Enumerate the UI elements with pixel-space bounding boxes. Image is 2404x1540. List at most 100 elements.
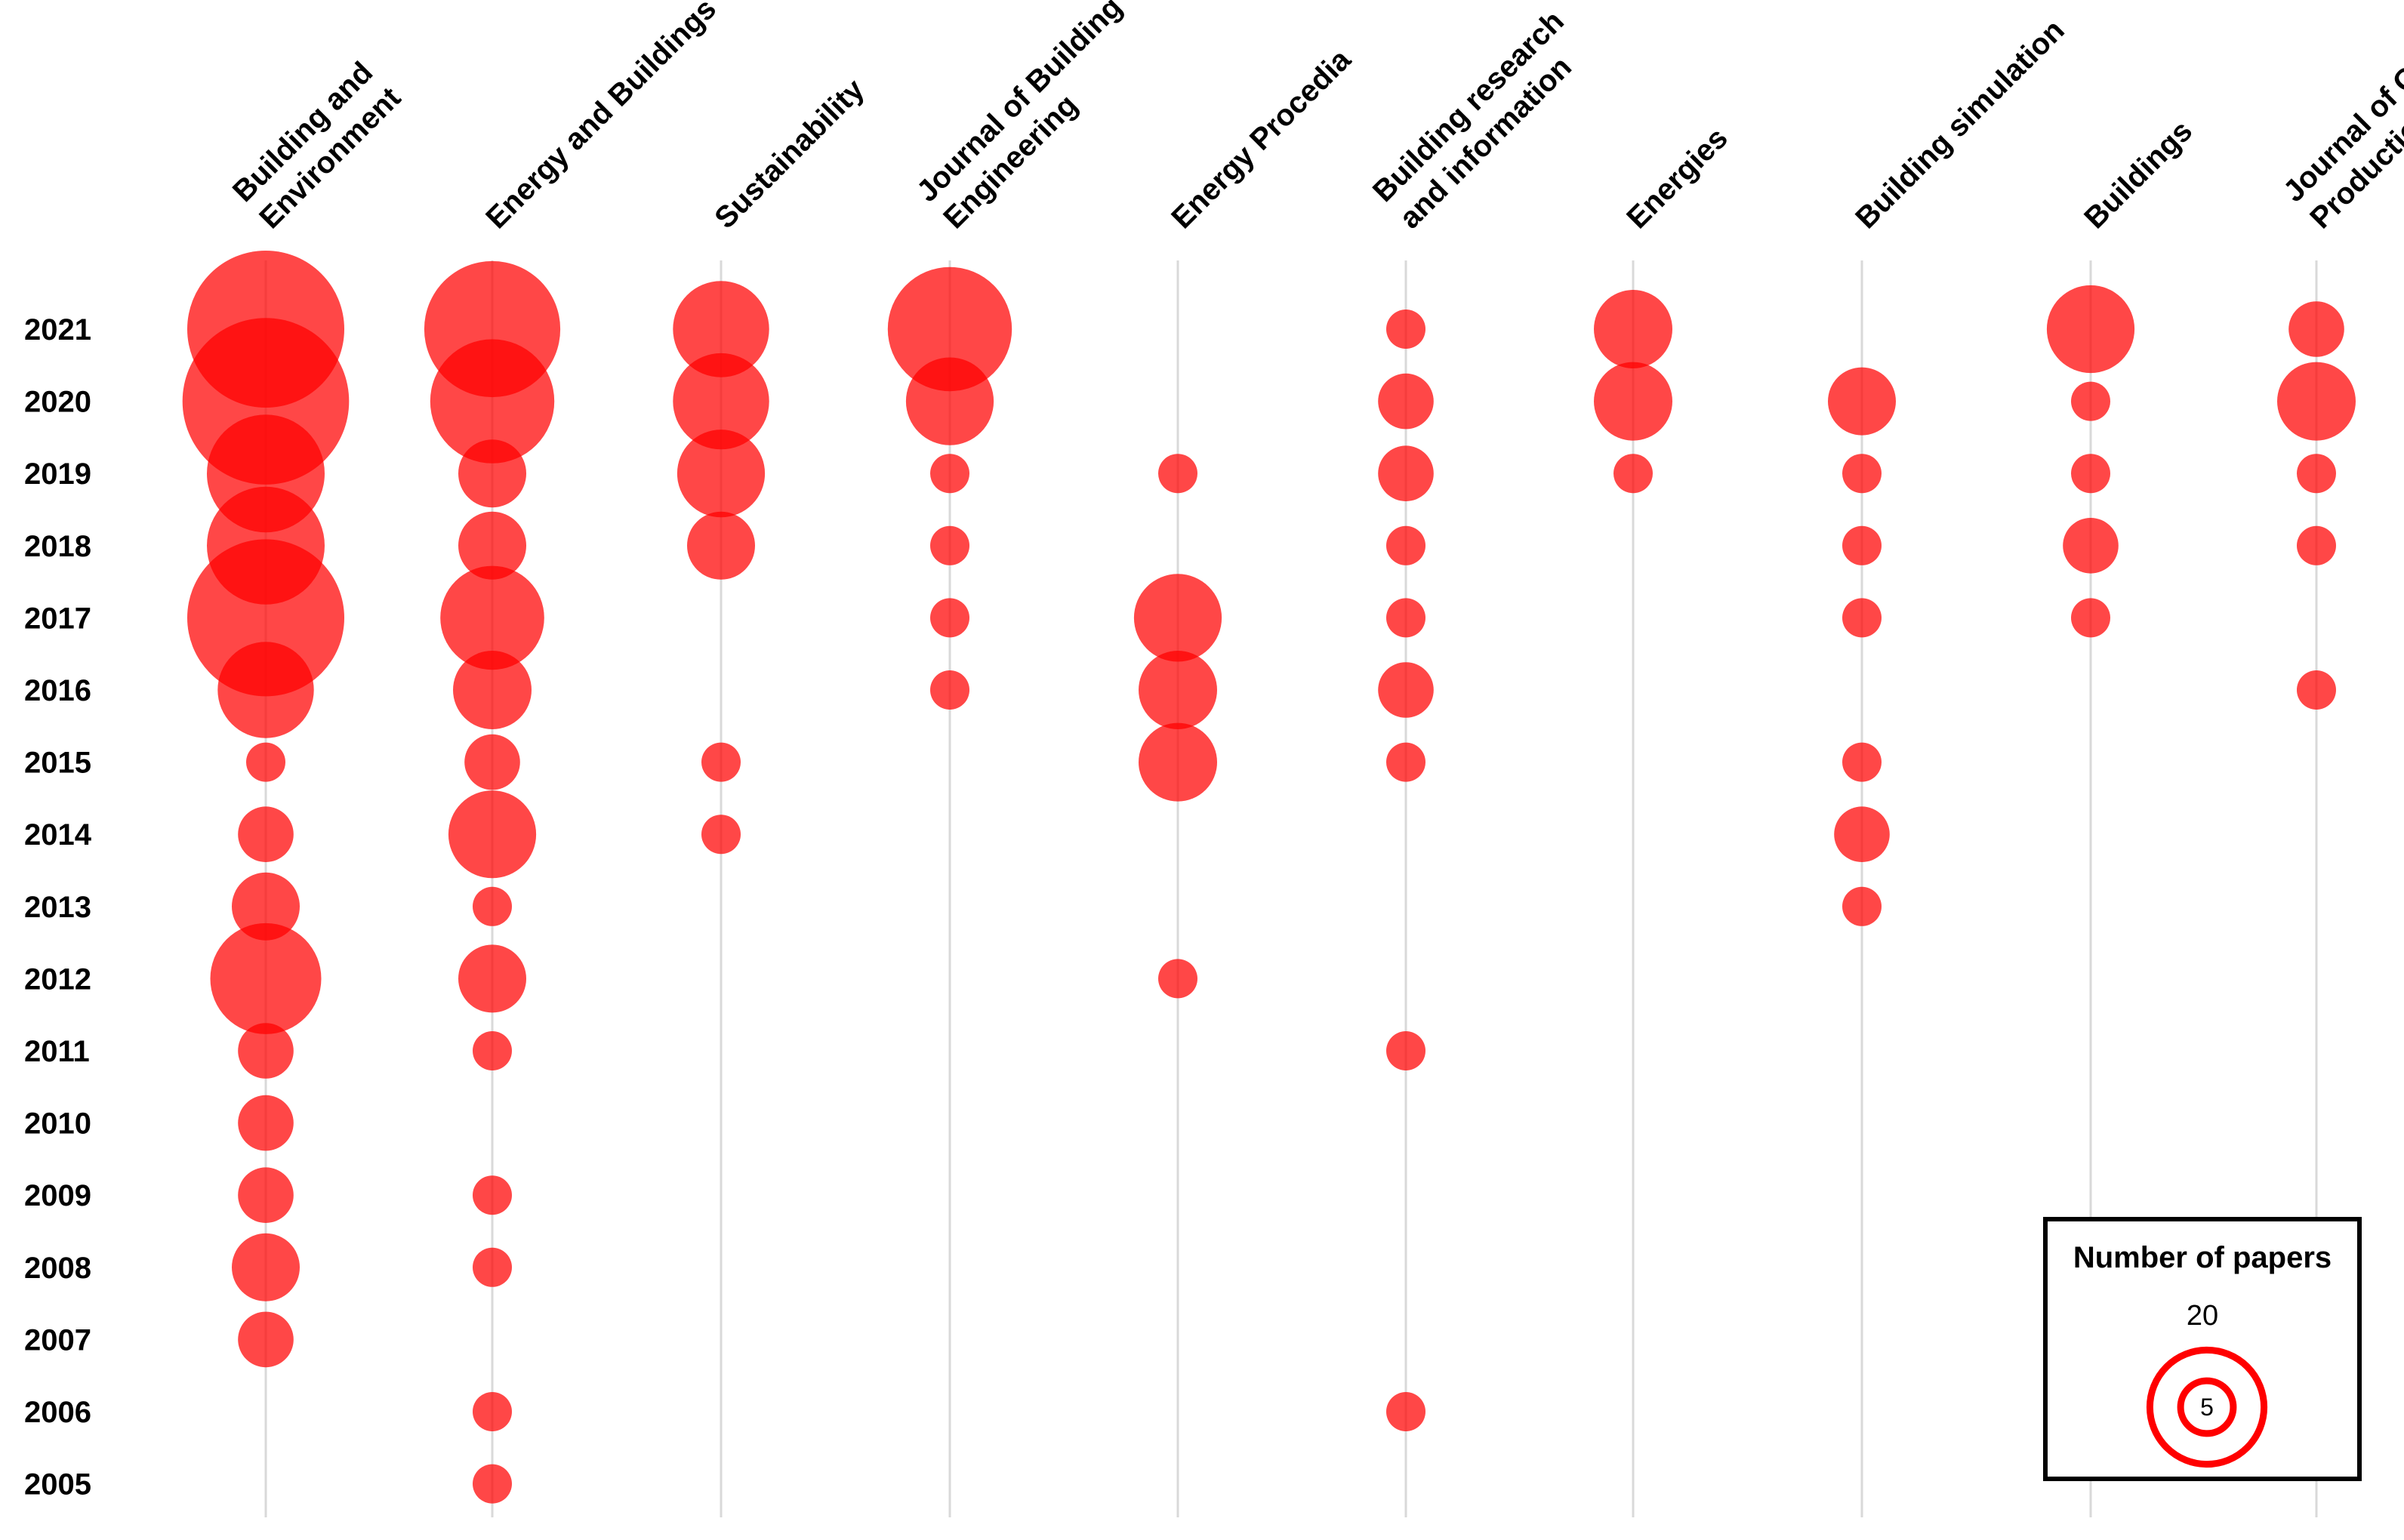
bubble	[930, 454, 969, 494]
bubble	[430, 339, 555, 464]
journal-label: Energy Procedia	[1165, 42, 1358, 235]
bubble	[238, 806, 294, 862]
bubble	[930, 670, 969, 710]
legend-circles: 5	[2146, 1346, 2268, 1468]
bubble	[1828, 367, 1896, 436]
bubble	[2297, 525, 2336, 565]
bubble	[1842, 598, 1882, 638]
bubble	[1133, 574, 1222, 662]
legend-large-value-label: 20	[2186, 1300, 2219, 1332]
bubble	[458, 439, 526, 508]
year-label-2009: 2009	[24, 1179, 91, 1212]
year-label-2012: 2012	[24, 962, 91, 996]
year-label-2008: 2008	[24, 1252, 91, 1285]
bubble	[238, 1023, 294, 1079]
bubble	[448, 790, 537, 879]
year-label-2016: 2016	[24, 674, 91, 707]
bubble	[2297, 454, 2336, 494]
year-label-2021: 2021	[24, 313, 91, 346]
legend-large-circle	[2146, 1346, 2268, 1468]
bubble	[473, 1031, 512, 1070]
journal-label: Building researchand information	[1367, 5, 1597, 235]
bubble	[1386, 1392, 1425, 1431]
bubble	[677, 430, 766, 518]
year-label-2018: 2018	[24, 530, 91, 563]
bubble	[1613, 454, 1653, 494]
bubble	[2297, 670, 2336, 710]
bubble	[1842, 525, 1882, 565]
bubble	[1139, 722, 1217, 802]
year-label-2006: 2006	[24, 1396, 91, 1429]
year-label-2014: 2014	[24, 818, 92, 852]
bubble	[687, 511, 755, 580]
gridlines	[264, 260, 2318, 1517]
bubble	[473, 1175, 512, 1215]
bubble	[1842, 886, 1882, 926]
bubble	[232, 1233, 300, 1301]
bubble	[1594, 362, 1672, 441]
bubble	[473, 1392, 512, 1431]
bubble	[458, 944, 526, 1013]
bubble	[1386, 1031, 1425, 1070]
bubble	[1386, 742, 1425, 782]
journal-label: Journal of BuildingEngineering	[911, 0, 1155, 235]
journal-label: Building andEnvironment	[227, 54, 407, 235]
bubble	[1842, 742, 1882, 782]
bubble	[887, 266, 1012, 392]
journal-axis-labels: Building andEnvironment Energy and Buildi…	[227, 0, 2404, 235]
bubble	[217, 642, 314, 738]
year-label-2010: 2010	[24, 1107, 91, 1141]
journal-label: Journal of CleanerProduction	[2277, 0, 2404, 235]
bubble	[1378, 373, 1434, 430]
bubble	[930, 525, 969, 565]
bubble	[1386, 598, 1425, 638]
bubble	[1386, 525, 1425, 565]
bubble	[2071, 598, 2110, 638]
bubble	[2288, 301, 2344, 357]
bubble	[1386, 310, 1425, 349]
bubble	[238, 1167, 294, 1223]
year-label-2013: 2013	[24, 891, 91, 924]
bubble	[246, 742, 285, 782]
bubble	[1139, 651, 1217, 729]
year-label-2015: 2015	[24, 747, 91, 780]
year-label-2005: 2005	[24, 1468, 91, 1502]
bubble	[440, 565, 544, 670]
bubble	[238, 1095, 294, 1151]
bubble	[2046, 285, 2135, 374]
year-label-2017: 2017	[24, 602, 91, 635]
bubble	[464, 734, 520, 790]
bubble	[2277, 362, 2356, 441]
bubble	[673, 353, 769, 450]
bubble	[232, 872, 300, 941]
bubble	[473, 1247, 512, 1287]
bubble	[1842, 454, 1882, 494]
bubble	[1378, 445, 1434, 501]
bubble	[473, 886, 512, 926]
bubble	[673, 281, 769, 377]
bubble	[2071, 454, 2110, 494]
journal-label: Building simulation	[1849, 14, 2071, 236]
year-label-2007: 2007	[24, 1323, 91, 1357]
bubble	[701, 742, 741, 782]
bubble	[930, 598, 969, 638]
bubble	[458, 511, 526, 580]
bubble	[187, 539, 344, 697]
bubbles	[182, 251, 2356, 1504]
journal-label: Energy and Buildings	[479, 0, 723, 235]
bubble	[1158, 454, 1197, 494]
journal-label: Energies	[1620, 122, 1734, 236]
bubble	[2071, 381, 2110, 421]
bubble	[1834, 806, 1890, 862]
bubble	[473, 1464, 512, 1504]
legend-small-value-label: 5	[2200, 1394, 2214, 1421]
bubble	[701, 815, 741, 855]
bubble	[210, 922, 322, 1034]
bubble	[1378, 662, 1434, 718]
bubble	[453, 651, 532, 729]
bubble	[905, 357, 994, 445]
size-legend: Number of papers 20 5	[2043, 1217, 2362, 1481]
year-label-2019: 2019	[24, 457, 91, 491]
legend-title: Number of papers	[2073, 1241, 2332, 1274]
